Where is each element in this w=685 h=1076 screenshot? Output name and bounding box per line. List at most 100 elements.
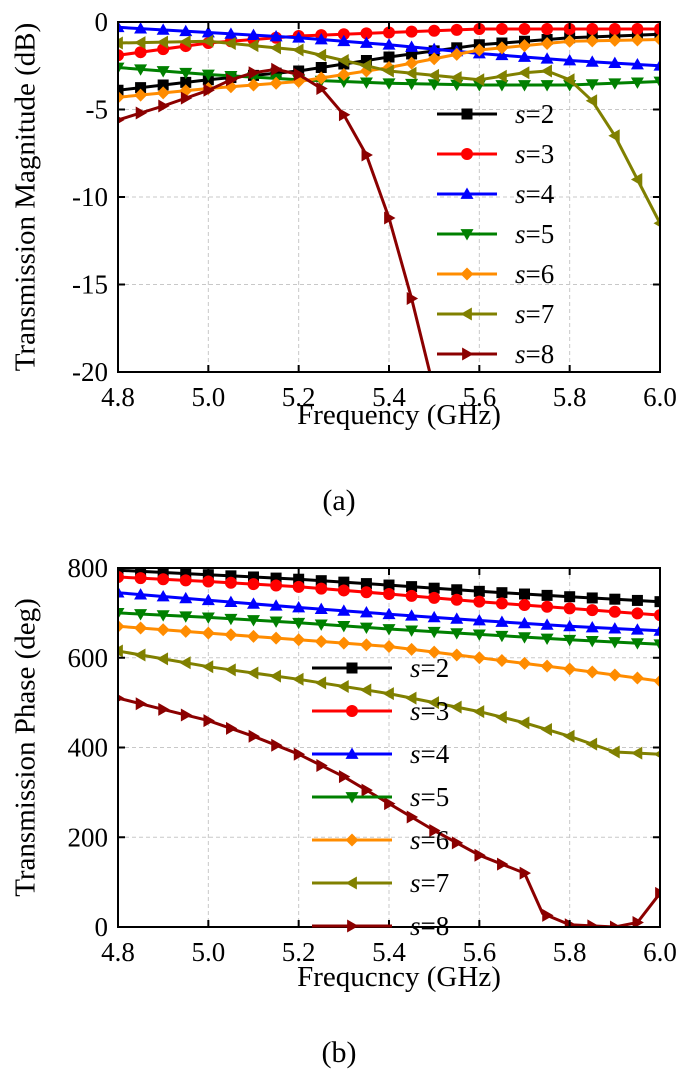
data-point xyxy=(338,770,351,784)
panel-a: 4.8 5.0 5.2 5.4 5.6 5.8 6.0 0 -5 -10 -15 -20 Frequen… xyxy=(10,7,677,517)
data-point xyxy=(472,43,486,57)
legend-swatch-marker xyxy=(346,662,358,674)
series-s=5 xyxy=(118,62,660,92)
data-point xyxy=(157,79,169,91)
data-point xyxy=(495,23,508,35)
data-point xyxy=(609,920,622,927)
legend-label-val: =5 xyxy=(526,219,555,249)
data-point xyxy=(338,576,350,588)
data-point xyxy=(608,129,620,143)
legend-label: s=4 xyxy=(410,739,450,769)
data-point xyxy=(270,572,282,584)
data-point xyxy=(360,586,373,599)
y-tick-label: -15 xyxy=(72,270,108,300)
x-tick-label: 4.8 xyxy=(101,382,135,412)
legend-label-val: =4 xyxy=(421,739,450,769)
data-point xyxy=(405,66,417,80)
data-point xyxy=(608,745,620,759)
data-point xyxy=(564,591,576,603)
data-point xyxy=(359,59,372,73)
data-point xyxy=(586,604,599,617)
data-point xyxy=(428,582,440,594)
data-point xyxy=(495,41,509,55)
data-point xyxy=(632,916,644,927)
legend-swatch-marker xyxy=(347,919,359,933)
data-point xyxy=(292,580,305,593)
data-point xyxy=(226,73,238,87)
x-tick-label: 5.0 xyxy=(191,937,225,967)
data-point xyxy=(157,573,170,586)
data-point xyxy=(406,292,419,305)
legend-swatch-marker xyxy=(345,792,359,804)
data-point xyxy=(518,632,531,644)
legend-label: s=7 xyxy=(410,868,449,898)
data-point xyxy=(608,622,622,634)
x-tick-label: 5.2 xyxy=(282,382,316,412)
data-point xyxy=(337,584,350,597)
legend-item: s=5 xyxy=(312,782,449,812)
data-point xyxy=(473,585,485,597)
legend-label: s=8 xyxy=(410,911,449,941)
data-point xyxy=(495,69,507,83)
data-point xyxy=(518,716,530,730)
data-point xyxy=(540,64,552,78)
data-point xyxy=(118,619,125,633)
data-point xyxy=(382,64,394,78)
data-point xyxy=(337,604,351,616)
legend-label-var: s xyxy=(410,825,421,855)
data-point xyxy=(316,758,328,772)
data-point xyxy=(563,662,577,676)
legend-label-val: =2 xyxy=(421,653,450,683)
data-point xyxy=(156,86,170,100)
data-point xyxy=(428,591,441,604)
legend-label-val: =3 xyxy=(526,139,555,169)
legend-label-val: =6 xyxy=(421,825,450,855)
data-point xyxy=(337,34,351,47)
data-point xyxy=(496,587,508,599)
data-point xyxy=(158,99,170,113)
data-point xyxy=(247,666,259,680)
data-point xyxy=(518,599,531,612)
series-s=5 xyxy=(118,608,660,651)
data-point xyxy=(654,596,660,608)
data-point xyxy=(359,77,373,89)
data-point xyxy=(315,582,328,595)
data-point xyxy=(405,625,419,637)
data-point xyxy=(382,624,396,636)
data-point xyxy=(427,52,441,66)
legend-label-var: s xyxy=(410,696,421,726)
legend-swatch-marker xyxy=(462,347,474,361)
data-point xyxy=(118,49,124,62)
data-point xyxy=(405,56,419,70)
data-point xyxy=(406,581,418,593)
data-point xyxy=(563,602,576,615)
legend-label-var: s xyxy=(410,653,421,683)
y-axis-label: Transmission Magnitude (dB) xyxy=(10,23,42,372)
series-s=6 xyxy=(118,33,660,104)
data-point xyxy=(224,36,236,50)
data-point xyxy=(269,669,281,683)
data-point xyxy=(653,33,660,46)
data-point xyxy=(134,588,148,600)
data-point xyxy=(224,613,238,626)
legend-label-var: s xyxy=(515,99,526,129)
data-point xyxy=(292,633,306,647)
legend-item: s=4 xyxy=(312,739,450,769)
data-point xyxy=(118,608,125,620)
y-tick-label: 0 xyxy=(95,912,109,942)
data-point xyxy=(201,626,215,640)
data-point xyxy=(541,589,553,601)
data-point xyxy=(383,579,395,591)
data-point xyxy=(495,597,508,610)
series-line xyxy=(118,39,660,224)
legend-label-val: =5 xyxy=(421,782,450,812)
data-point xyxy=(540,723,552,737)
data-point xyxy=(563,54,577,66)
data-point xyxy=(292,31,306,43)
data-point xyxy=(518,23,531,35)
legend-item: s=6 xyxy=(312,825,449,855)
data-point xyxy=(427,610,441,623)
legend-swatch-marker xyxy=(346,705,358,717)
data-point xyxy=(315,575,327,587)
